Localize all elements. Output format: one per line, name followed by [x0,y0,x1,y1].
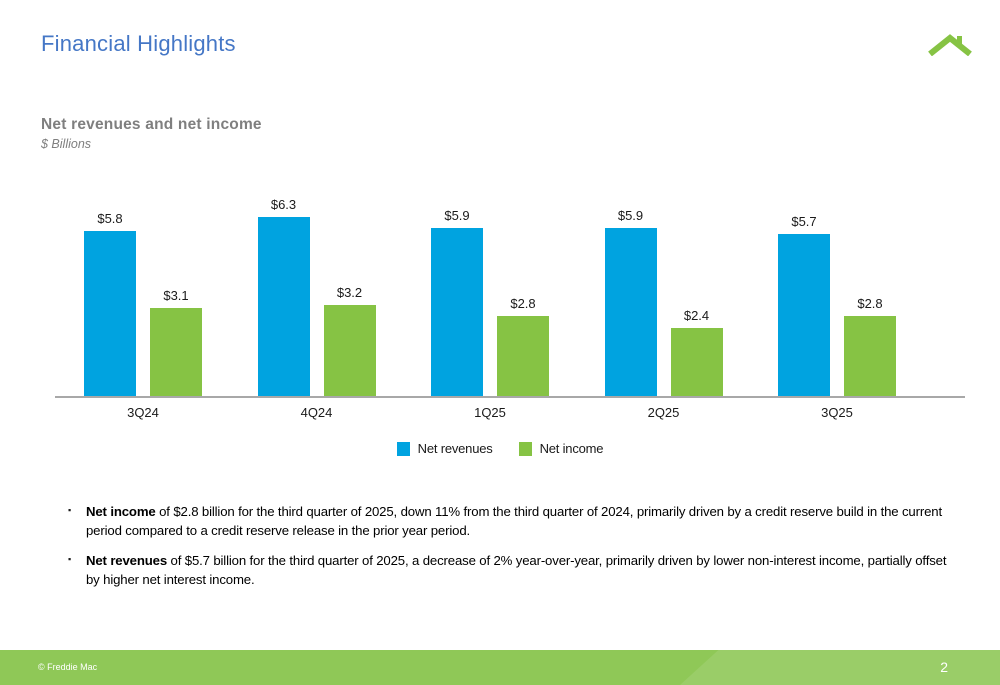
x-axis-label: 3Q24 [127,405,159,420]
page-number: 2 [940,659,948,675]
net-income-bar [844,316,896,396]
x-axis-label: 3Q25 [821,405,853,420]
bar-value-label: $2.4 [683,308,710,323]
bullet-lead: Net income [86,504,156,519]
bullet-net-income: Net income of $2.8 billion for the third… [68,503,948,540]
bullet-lead: Net revenues [86,553,168,569]
net-income-swatch-icon [518,441,532,456]
bar-value-label: $3.2 [336,285,363,300]
bullet-text: of $2.8 billion for the third quarter of… [86,504,942,538]
net-income-bar [497,316,549,396]
highlights-list: Net income of $2.8 billion for the third… [68,503,948,602]
legend-label: Net income [539,441,604,456]
net-income-bar [670,328,723,396]
freddie-mac-roof-logo-icon [928,34,972,56]
bar-value-label: $5.7 [791,214,817,229]
net-income-bar [323,305,376,396]
chart-legend: Net revenues Net income [0,441,1000,456]
x-axis-label: 2Q25 [647,405,680,420]
bar-group-3q25: $5.7 $2.8 3Q25 [778,214,896,420]
chart-unit-label: $ Billions [41,137,92,151]
net-revenues-bar [257,217,310,396]
bar-group-2q25: $5.9 $2.4 2Q25 [604,208,723,420]
legend-item-net-revenues: Net revenues [396,441,493,456]
net-revenues-bar [431,228,483,396]
bullet-text: of $5.7 billion for the third quarter of… [86,553,947,588]
page-title: Financial Highlights [41,31,236,56]
x-axis-label: 4Q24 [300,405,333,420]
x-axis-label: 1Q25 [474,405,506,420]
bar-value-label: $5.9 [444,208,470,223]
bullet-net-revenues: Net revenues of $5.7 billion for the thi… [68,552,948,589]
bar-value-label: $2.8 [857,296,883,311]
legend-item-net-income: Net income [518,441,604,456]
bar-value-label: $5.9 [617,208,644,223]
footer-bar: © Freddie Mac 2 [0,650,1000,685]
net-revenues-swatch-icon [396,441,410,456]
legend-label: Net revenues [417,441,493,456]
net-revenues-bar [84,231,136,396]
footer-accent-shape [680,650,1000,685]
chart-title: Net revenues and net income [41,116,262,133]
bar-chart-plot: $5.8 $3.1 3Q24 $6.3 $3.2 4Q24 $5.9 $2.8 1Q25 $5.9… [55,190,965,420]
copyright-text: © Freddie Mac [38,662,98,672]
net-income-bar [150,308,202,396]
bar-group-3q24: $5.8 $3.1 3Q24 [84,211,202,420]
bar-value-label: $3.1 [163,288,189,303]
bar-group-1q25: $5.9 $2.8 1Q25 [431,208,549,420]
bar-value-label: $6.3 [270,197,297,212]
bar-value-label: $5.8 [97,211,123,226]
net-revenues-bar [604,228,657,396]
net-revenues-bar [778,234,830,396]
bar-group-4q24: $6.3 $3.2 4Q24 [257,197,376,420]
bar-value-label: $2.8 [510,296,536,311]
